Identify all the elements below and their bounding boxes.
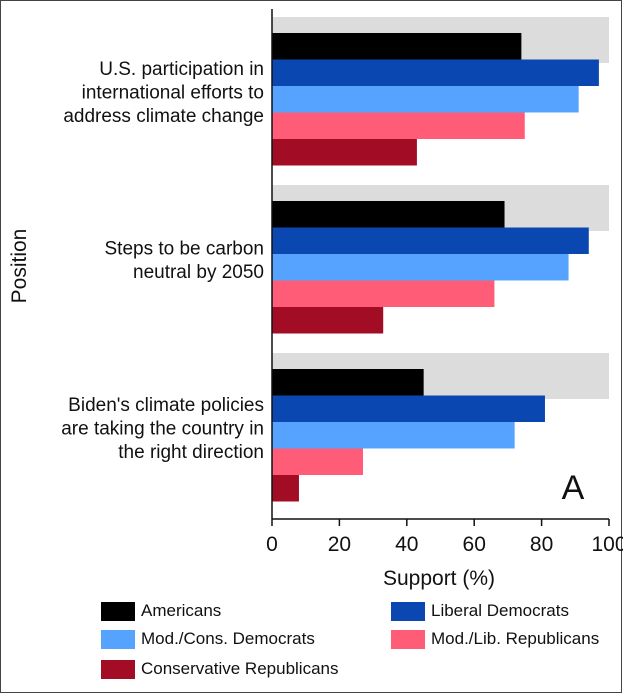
category-label: Biden's climate policies	[68, 395, 264, 416]
bar	[272, 33, 522, 60]
x-axis-title: Support (%)	[383, 567, 495, 590]
bar	[272, 448, 363, 475]
bar	[272, 395, 545, 422]
bars	[272, 33, 599, 502]
bar	[272, 369, 424, 396]
legend-label: Conservative Republicans	[141, 659, 339, 678]
bar	[272, 227, 589, 254]
category-label: the right direction	[118, 442, 264, 463]
bar	[272, 59, 599, 86]
legend: Americans Liberal Democrats Mod./Cons. Dem…	[101, 601, 621, 691]
legend-swatch	[391, 601, 425, 621]
legend-swatch	[391, 629, 425, 649]
legend-label: Mod./Cons. Democrats	[141, 629, 315, 648]
category-label: Steps to be carbon	[105, 239, 265, 260]
bar	[272, 86, 579, 113]
category-label: are taking the country in	[61, 418, 264, 439]
x-tick-label: 60	[463, 533, 486, 556]
bar	[272, 280, 495, 307]
bar-chart: 0 20 40 60 80 100 U.S. participation inintern…	[8, 9, 624, 590]
x-tick-label: 40	[395, 533, 418, 556]
legend-item: Mod./Lib. Republicans	[391, 629, 599, 649]
axes: 0 20 40 60 80 100	[266, 9, 624, 556]
bar	[272, 422, 515, 449]
x-tick-label: 0	[266, 533, 278, 556]
bar	[272, 475, 299, 502]
legend-swatch	[101, 659, 135, 679]
legend-swatch	[101, 601, 135, 621]
bar	[272, 254, 569, 281]
legend-swatch	[101, 629, 135, 649]
bar	[272, 201, 505, 228]
bar	[272, 112, 525, 139]
category-label: international efforts to	[82, 82, 264, 103]
category-label: U.S. participation in	[99, 59, 264, 80]
legend-label: Mod./Lib. Republicans	[431, 629, 600, 648]
legend-item: Liberal Democrats	[391, 601, 569, 621]
legend-label: Americans	[141, 601, 222, 620]
y-axis-title: Position	[8, 229, 31, 304]
bar	[272, 139, 417, 166]
legend-label: Liberal Democrats	[431, 601, 569, 620]
bar	[272, 307, 384, 334]
legend-item: Americans	[101, 601, 221, 621]
x-tick-label: 20	[328, 533, 351, 556]
category-label: address climate change	[63, 106, 264, 127]
legend-item: Mod./Cons. Democrats	[101, 629, 315, 649]
category-label: neutral by 2050	[133, 262, 264, 283]
legend-item: Conservative Republicans	[101, 659, 339, 679]
x-tick-label: 100	[591, 533, 623, 556]
x-tick-label: 80	[530, 533, 553, 556]
panel-label: A	[562, 469, 585, 507]
